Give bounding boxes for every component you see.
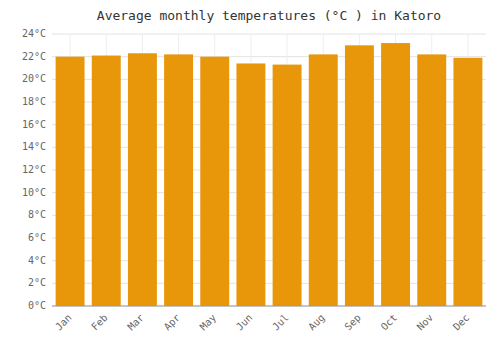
bar xyxy=(92,56,121,306)
y-tick-label: 0°C xyxy=(28,300,46,311)
y-tick-label: 12°C xyxy=(22,164,46,175)
y-tick-label: 20°C xyxy=(22,73,46,84)
y-tick-label: 24°C xyxy=(22,28,46,39)
x-tick-label: Jul xyxy=(270,312,291,333)
bar xyxy=(164,54,193,306)
bar xyxy=(200,57,229,306)
y-grid-line xyxy=(52,306,486,307)
title: Average monthly temperatures (°C ) in Ka… xyxy=(97,8,441,23)
y-grid-line xyxy=(52,34,486,35)
y-tick-label: 22°C xyxy=(22,51,46,62)
bar xyxy=(345,45,374,306)
x-tick-label: Feb xyxy=(89,312,110,333)
chart: 0°C 2°C 4°C 6°C 8°C 10°C 12°C 14°C 16°C 18°C 20°C 2… xyxy=(0,0,500,350)
x-tick-label: Sep xyxy=(342,312,363,333)
bar xyxy=(309,54,338,306)
x-axis-line xyxy=(52,306,486,307)
x-tick-label: Jan xyxy=(53,312,74,333)
y-tick-label: 4°C xyxy=(28,255,46,266)
x-tick-label: Apr xyxy=(162,312,183,333)
bar xyxy=(56,57,85,306)
x-tick-label: Dec xyxy=(451,312,472,333)
y-tick-label: 8°C xyxy=(28,209,46,220)
y-tick-label: 10°C xyxy=(22,187,46,198)
x-tick-label: Oct xyxy=(379,312,400,333)
x-tick-label: Nov xyxy=(415,312,436,333)
x-tick-label: Aug xyxy=(306,312,327,333)
chart-root: 0°C 2°C 4°C 6°C 8°C 10°C 12°C 14°C 16°C 18°C 20°C 2… xyxy=(0,0,500,350)
y-tick-label: 6°C xyxy=(28,232,46,243)
bar xyxy=(417,54,446,306)
bars xyxy=(56,43,483,306)
y-tick-label: 18°C xyxy=(22,96,46,107)
y-tick-label: 16°C xyxy=(22,119,46,130)
x-tick-label: Jun xyxy=(234,312,255,333)
axes: 0°C 2°C 4°C 6°C 8°C 10°C 12°C 14°C 16°C 18°C 20°C 2… xyxy=(22,28,486,332)
y-tick-label: 14°C xyxy=(22,141,46,152)
bar xyxy=(453,58,482,306)
bar xyxy=(273,65,302,306)
bar xyxy=(381,43,410,306)
grid xyxy=(52,34,486,306)
bar xyxy=(236,63,265,306)
y-tick-label: 2°C xyxy=(28,277,46,288)
x-tick-label: May xyxy=(198,312,219,333)
bar xyxy=(128,53,157,306)
x-tick-label: Mar xyxy=(125,312,146,333)
